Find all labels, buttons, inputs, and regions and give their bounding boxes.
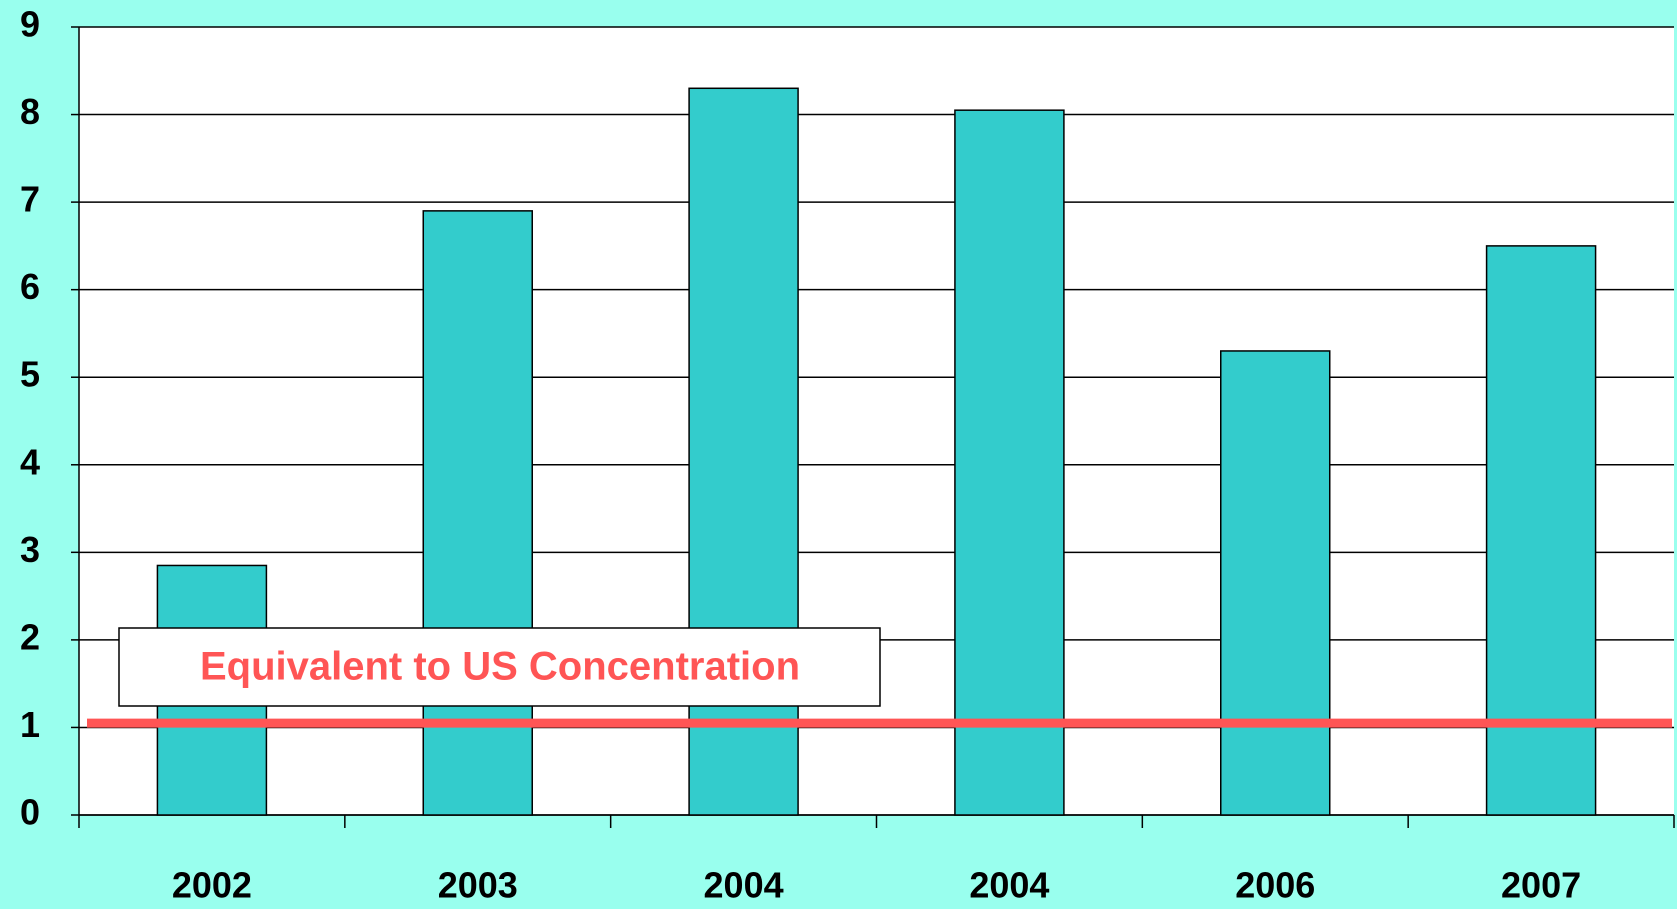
y-tick-label: 0 xyxy=(20,792,40,833)
y-tick-label: 2 xyxy=(20,616,40,657)
y-tick-label: 4 xyxy=(20,441,40,482)
y-tick-label: 9 xyxy=(20,4,40,45)
x-tick-label: 2006 xyxy=(1235,865,1315,906)
x-tick-label: 2007 xyxy=(1501,865,1581,906)
bar xyxy=(422,210,533,816)
bar xyxy=(1485,245,1597,816)
y-tick-label: 7 xyxy=(20,179,40,220)
x-tick-label: 2003 xyxy=(438,865,518,906)
annotation: Equivalent to US Concentration xyxy=(200,645,800,689)
x-tick-label: 2004 xyxy=(969,865,1049,906)
y-tick-label: 5 xyxy=(20,354,40,395)
y-tick-label: 8 xyxy=(20,91,40,132)
annotation-box xyxy=(118,627,881,707)
y-tick-label: 6 xyxy=(20,266,40,307)
y-tick-label: 3 xyxy=(20,529,40,570)
x-tick-label: 2004 xyxy=(704,865,784,906)
x-tick-label: 2002 xyxy=(172,865,252,906)
y-tick-label: 1 xyxy=(20,704,40,745)
bar xyxy=(954,109,1065,816)
bar xyxy=(1220,350,1331,816)
